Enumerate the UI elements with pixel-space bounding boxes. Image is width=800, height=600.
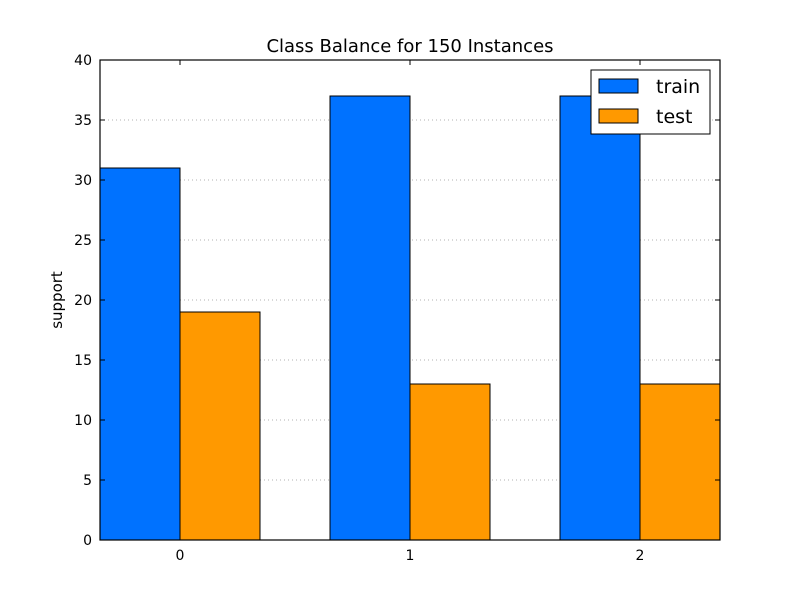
bar-train-2 <box>559 95 641 541</box>
y-tick-label: 35 <box>74 113 92 129</box>
legend: train test <box>590 69 711 135</box>
y-tick-label: 5 <box>83 473 92 489</box>
bar-test-1 <box>409 383 491 541</box>
bar-train-0 <box>99 167 181 541</box>
legend-swatch-train <box>598 78 639 94</box>
y-axis-label: support <box>48 271 66 329</box>
y-tick-label: 20 <box>74 293 92 309</box>
y-tick-label: 0 <box>83 533 92 549</box>
y-tick-label: 10 <box>74 413 92 429</box>
x-tick-label: 1 <box>406 548 415 564</box>
bar-test-2 <box>639 383 721 541</box>
plot-area-frame <box>99 59 721 541</box>
legend-label-test: test <box>656 106 693 128</box>
y-tick-label: 15 <box>74 353 92 369</box>
axis-ticks: 0 5 10 15 20 25 30 35 40 0 1 2 <box>74 53 720 564</box>
y-tick-label: 25 <box>74 233 92 249</box>
chart-title: Class Balance for 150 Instances <box>266 36 553 57</box>
bar-test-0 <box>179 311 261 541</box>
bars <box>99 95 721 541</box>
bar-train-1 <box>329 95 411 541</box>
y-tick-label: 30 <box>74 173 92 189</box>
x-tick-label: 0 <box>176 548 185 564</box>
x-tick-label: 2 <box>636 548 645 564</box>
legend-label-train: train <box>656 76 700 98</box>
legend-swatch-test <box>598 108 639 124</box>
y-tick-label: 40 <box>74 53 92 69</box>
